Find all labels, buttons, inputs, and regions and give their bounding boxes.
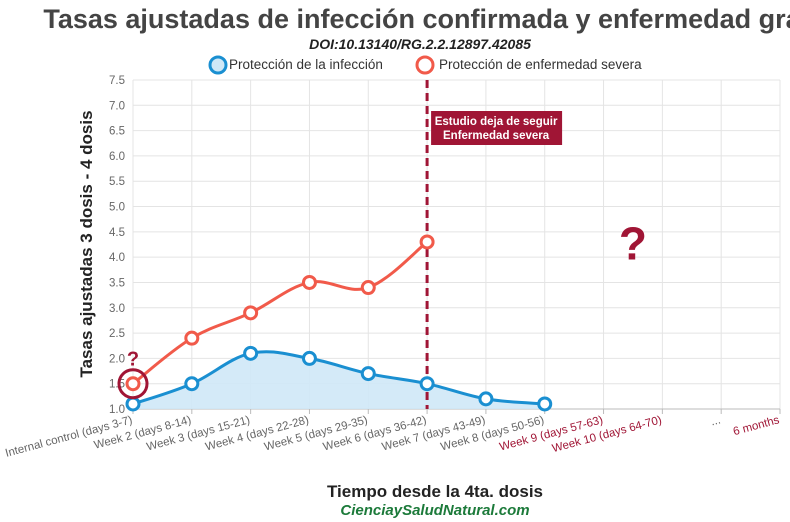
series-markers: ?	[117, 234, 553, 412]
legend-label-infection[interactable]: Protección de la infección	[229, 57, 383, 72]
data-point-series-0	[125, 396, 141, 412]
data-point-series-0	[184, 376, 200, 392]
highlight-ring	[117, 368, 149, 400]
y-tick-label: 6.0	[109, 151, 125, 163]
y-axis-label: Tasas ajustadas 3 dosis - 4 dosis	[77, 110, 96, 377]
y-tick-label: 6.5	[109, 126, 125, 138]
y-tick-label: 7.5	[109, 75, 125, 87]
data-point-series-0	[419, 376, 435, 392]
x-tick-label: ...	[710, 414, 722, 428]
data-point-series-1	[360, 280, 376, 296]
x-axis-label: Tiempo desde la 4ta. dosis	[327, 482, 543, 501]
cutoff-label-box	[431, 111, 563, 145]
data-point-series-1	[419, 234, 435, 250]
x-tick-label: 6 months	[732, 414, 781, 438]
y-tick-label: 5.5	[109, 176, 125, 188]
cutoff-annotation: Estudio deja de seguir Enfermedad severa?	[425, 80, 647, 409]
y-tick-label: 5.0	[109, 202, 125, 214]
chart-title: Tasas ajustadas de infección confirmada …	[43, 4, 790, 34]
y-tick-label: 1.0	[109, 404, 125, 416]
data-point-series-1	[125, 376, 141, 392]
data-point-series-0	[537, 396, 553, 412]
legend-marker-severe	[415, 55, 435, 75]
y-tick-label: 3.0	[109, 303, 125, 315]
y-tick-label: 4.5	[109, 227, 125, 239]
data-point-series-1	[243, 305, 259, 321]
y-tick-label: 7.0	[109, 100, 125, 112]
x-axis-ticks: Internal control (days 3-7)Week 2 (days …	[4, 409, 781, 460]
data-point-series-1	[301, 274, 317, 290]
y-tick-label: 2.5	[109, 328, 125, 340]
y-tick-label: 4.0	[109, 252, 125, 264]
cutoff-label-line1: Estudio deja de seguir	[435, 116, 558, 128]
cutoff-label-line2: Enfermedad severa	[443, 130, 550, 142]
area-fill	[133, 351, 545, 409]
data-point-series-0	[301, 350, 317, 366]
legend-label-severe[interactable]: Protección de enfermedad severa	[439, 57, 642, 72]
data-point-series-0	[243, 345, 259, 361]
series-area-0	[133, 351, 545, 409]
data-point-series-1	[184, 330, 200, 346]
legend: Protección de la infección Protección de…	[208, 55, 642, 75]
grid	[132, 79, 781, 410]
legend-marker-infection	[208, 55, 228, 75]
question-mark-small: ?	[127, 349, 139, 371]
data-point-series-0	[360, 366, 376, 382]
question-mark-large: ?	[619, 218, 647, 270]
data-point-series-0	[478, 391, 494, 407]
y-tick-label: 3.5	[109, 277, 125, 289]
y-axis-ticks: 1.0 1.5 2.0 2.5 3.0 3.5 4.0 4.5 5.0 5.5 6.0 6.5 7.0 7…	[109, 75, 125, 416]
source-credit[interactable]: CienciaySaludNatural.com	[340, 502, 529, 519]
y-tick-label: 2.0	[109, 353, 125, 365]
y-tick-label: 1.5	[109, 379, 125, 391]
chart-subtitle: DOI:10.13140/RG.2.2.12897.42085	[309, 36, 531, 52]
